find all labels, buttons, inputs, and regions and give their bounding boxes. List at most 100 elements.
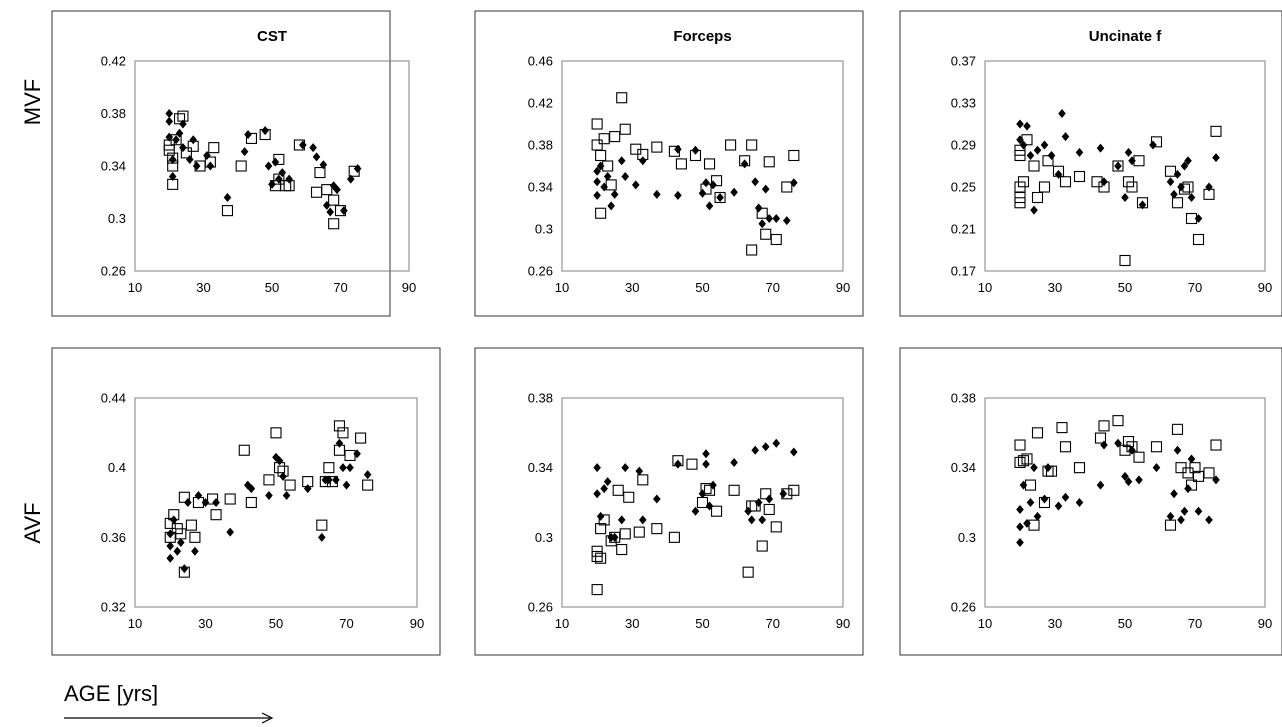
open-square-marker: [1038, 181, 1051, 193]
filled-diamond-marker: [1152, 463, 1161, 473]
open-square-marker: [788, 149, 800, 162]
open-square-marker: [245, 496, 257, 509]
filled-diamond-marker: [709, 480, 717, 490]
open-square-marker: [623, 491, 635, 503]
plot-area-border: [984, 60, 1266, 272]
open-square-marker: [595, 552, 607, 564]
filled-diamond-marker: [166, 553, 175, 563]
filled-diamond-marker: [244, 130, 252, 139]
open-square-marker: [595, 523, 607, 535]
filled-diamond-marker: [240, 147, 249, 157]
filled-diamond-marker: [203, 151, 211, 160]
filled-diamond-marker: [329, 181, 338, 191]
series-open-square: [163, 110, 360, 230]
open-square-marker: [591, 118, 603, 130]
filled-diamond-marker: [184, 498, 192, 507]
filled-diamond-marker: [1194, 506, 1203, 516]
filled-diamond-marker: [1121, 193, 1129, 202]
open-square-marker: [1056, 422, 1068, 434]
open-square-marker: [710, 175, 723, 187]
filled-diamond-marker: [1205, 515, 1213, 525]
open-square-marker: [210, 509, 222, 521]
filled-diamond-marker: [326, 207, 335, 217]
open-square-marker: [333, 420, 346, 432]
panel-3: Uncinate f 0.17 0.21 0.25 0.29 0.33 0.37 10 30 50…: [899, 10, 1282, 317]
filled-diamond-marker: [303, 484, 312, 494]
panel-5: 0.26 0.3 0.34 0.38 10 30 50 70 90: [474, 347, 864, 656]
open-square-marker: [742, 566, 754, 578]
open-square-marker: [224, 493, 236, 505]
open-square-marker: [595, 149, 607, 162]
y-tick-label: 0.3: [958, 530, 976, 545]
open-square-marker: [1028, 160, 1040, 172]
open-square-marker: [1014, 197, 1026, 209]
filled-diamond-marker: [1016, 538, 1024, 548]
filled-diamond-marker: [593, 166, 601, 176]
filled-diamond-marker: [177, 538, 185, 548]
open-square-marker: [595, 207, 607, 219]
y-tick-label: 0.36: [101, 530, 126, 545]
y-tick-label: 0.25: [951, 180, 976, 195]
panel-frame: [51, 10, 391, 317]
open-square-marker: [1210, 439, 1222, 451]
open-square-marker: [609, 131, 621, 143]
x-tick-label: 10: [555, 616, 569, 631]
filled-diamond-marker: [790, 178, 798, 188]
open-square-marker: [633, 526, 645, 538]
filled-diamond-marker: [318, 532, 326, 542]
x-tick-label: 10: [128, 616, 142, 631]
filled-diamond-marker: [271, 157, 280, 167]
filled-diamond-marker: [716, 193, 724, 202]
open-square-marker: [355, 432, 367, 444]
filled-diamond-marker: [691, 506, 700, 516]
open-square-marker: [1164, 165, 1177, 177]
series-filled-diamond: [166, 438, 372, 574]
filled-diamond-marker: [674, 190, 682, 200]
filled-diamond-marker: [1040, 494, 1049, 504]
open-square-marker: [245, 132, 257, 144]
y-tick-label: 0.26: [101, 264, 126, 279]
open-square-marker: [170, 134, 182, 146]
x-tick-label: 50: [695, 616, 709, 631]
y-tick-label: 0.26: [951, 600, 976, 615]
filled-diamond-marker: [751, 445, 759, 455]
filled-diamond-marker: [1135, 475, 1143, 485]
open-square-marker: [263, 474, 275, 486]
x-tick-label: 30: [196, 280, 210, 295]
open-square-marker: [1073, 462, 1086, 474]
series-filled-diamond: [593, 144, 798, 229]
x-tick-label: 30: [1048, 280, 1062, 295]
filled-diamond-marker: [1100, 177, 1108, 187]
open-square-marker: [763, 503, 775, 516]
filled-diamond-marker: [279, 471, 287, 481]
filled-diamond-marker: [191, 546, 199, 556]
open-square-marker: [1021, 453, 1033, 465]
x-tick-label: 70: [766, 280, 780, 295]
filled-diamond-marker: [635, 466, 644, 476]
open-square-marker: [163, 144, 175, 156]
y-tick-label: 0.29: [951, 138, 976, 153]
filled-diamond-marker: [621, 463, 630, 473]
open-square-marker: [208, 142, 220, 154]
filled-diamond-marker: [1121, 471, 1129, 481]
y-tick-label: 0.38: [951, 391, 976, 406]
filled-diamond-marker: [610, 532, 619, 542]
filled-diamond-marker: [1016, 135, 1024, 145]
open-square-marker: [675, 158, 687, 170]
filled-diamond-marker: [1124, 477, 1133, 487]
filled-diamond-marker: [1114, 438, 1122, 448]
x-tick-label: 90: [1258, 616, 1272, 631]
open-square-marker: [788, 484, 800, 496]
filled-diamond-marker: [179, 119, 187, 129]
filled-diamond-marker: [698, 489, 707, 499]
open-square-marker: [235, 160, 247, 172]
open-square-marker: [1150, 441, 1163, 453]
filled-diamond-marker: [1026, 151, 1035, 160]
filled-diamond-marker: [638, 156, 647, 166]
filled-diamond-marker: [1173, 169, 1182, 179]
filled-diamond-marker: [1149, 140, 1157, 150]
open-square-marker: [651, 141, 663, 153]
y-tick-label: 0.44: [101, 391, 126, 406]
filled-diamond-marker: [165, 109, 174, 118]
y-tick-label: 0.3: [535, 530, 553, 545]
